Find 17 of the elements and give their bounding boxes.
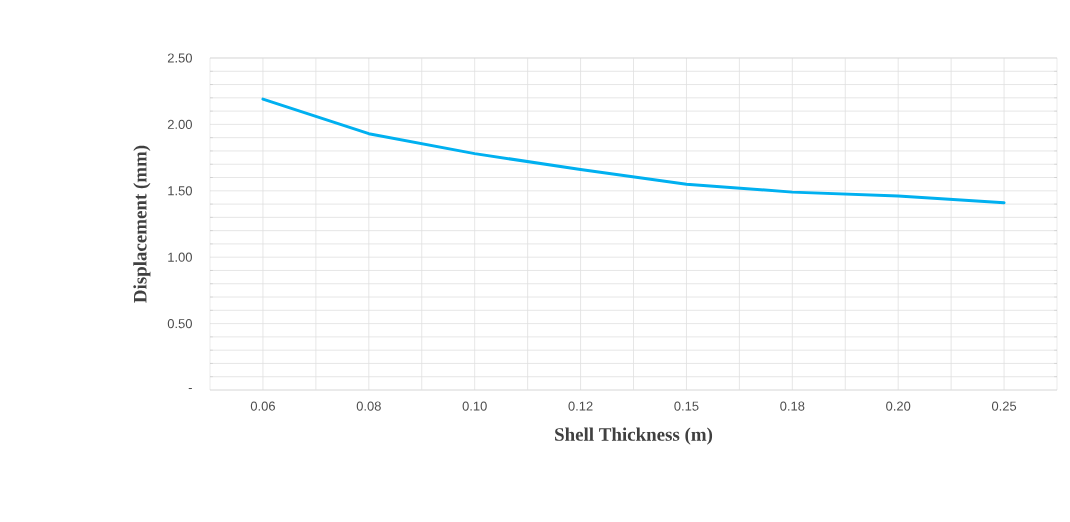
- y-tick-label: 1.50: [168, 186, 192, 196]
- x-tick-label: 0.20: [886, 401, 911, 411]
- x-tick-label: 0.06: [250, 401, 275, 411]
- y-tick-label: 1.00: [168, 252, 192, 262]
- y-tick-label: 0.50: [167, 319, 192, 329]
- x-tick-label: 0.25: [991, 401, 1017, 411]
- x-tick-label: 0.15: [674, 401, 699, 411]
- y-tick-label: 2.50: [167, 53, 192, 63]
- x-tick-label: 0.08: [356, 401, 381, 411]
- y-tick-label: -: [188, 388, 192, 390]
- x-tick-label: 0.12: [568, 401, 593, 411]
- line-series: [261, 97, 1006, 205]
- x-tick-label: 0.10: [462, 401, 487, 411]
- x-tick-label: 0.18: [780, 401, 805, 411]
- y-axis-title: Displacement (mm): [133, 145, 151, 303]
- x-axis-title: Shell Thickness (m): [555, 427, 713, 445]
- y-tick-label: 2.00: [167, 119, 192, 129]
